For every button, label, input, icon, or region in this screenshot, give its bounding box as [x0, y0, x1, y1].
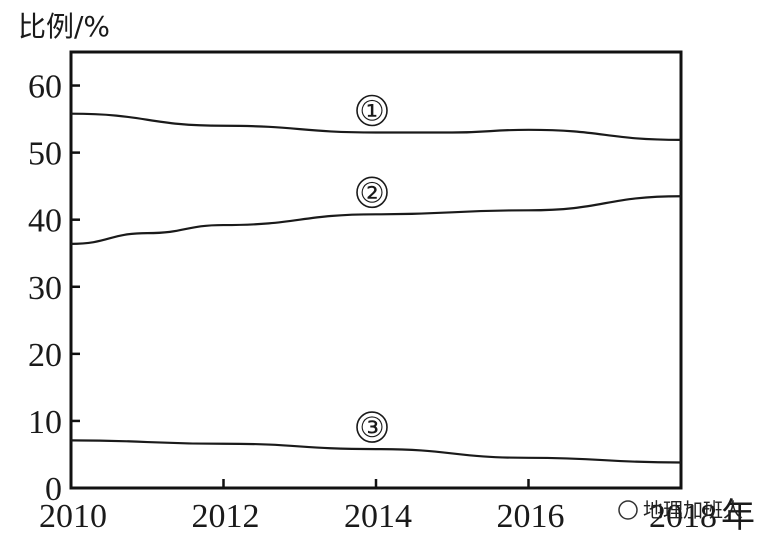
- series-line: [70, 195, 682, 245]
- y-axis-ticks: 0 10 20 30 40 50 60: [28, 69, 80, 508]
- series-labels: ① ② ③: [356, 94, 388, 444]
- x-axis-unit: 年: [721, 497, 755, 535]
- series-line: [70, 439, 682, 464]
- series-label-circle: [356, 94, 388, 127]
- x-tick-label: 2014: [344, 498, 412, 535]
- series-lines: [70, 112, 682, 464]
- y-axis-title: 比例/%: [18, 10, 110, 43]
- series-label-circle: [356, 176, 388, 209]
- x-tick-label: 2016: [497, 498, 565, 535]
- y-tick-label: 60: [28, 69, 62, 106]
- series-label: ②: [359, 176, 384, 209]
- y-tick-label: 50: [28, 136, 62, 173]
- series-label: ③: [359, 411, 384, 444]
- x-tick-label: 2010: [39, 498, 107, 535]
- y-tick-label: 20: [28, 337, 62, 374]
- series-label: ①: [359, 94, 384, 127]
- watermark: 地理加班人: [618, 498, 743, 522]
- y-tick-label: 40: [28, 203, 62, 240]
- x-tick-label: 2018: [649, 498, 717, 535]
- y-tick-label: 30: [28, 270, 62, 307]
- watermark-text: 地理加班人: [643, 498, 743, 522]
- y-tick-label: 10: [28, 404, 62, 441]
- y-tick-label: 0: [45, 471, 62, 508]
- x-tick-label: 2012: [192, 498, 260, 535]
- series-label-circle: [356, 411, 388, 443]
- x-axis-ticks: 2010 2012 2014 2016 2018: [39, 479, 717, 535]
- series-line: [70, 112, 682, 141]
- wechat-icon: [618, 500, 638, 520]
